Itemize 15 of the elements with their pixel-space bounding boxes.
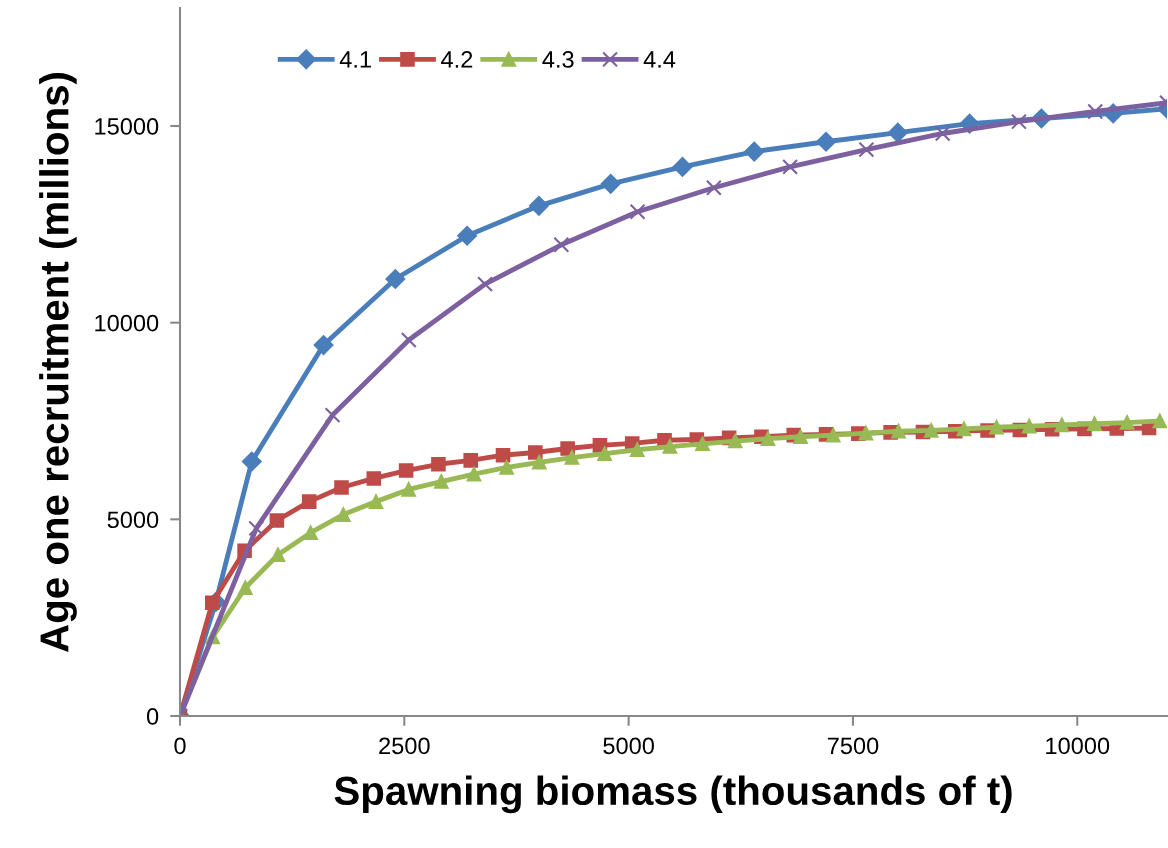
x-tick-label: 7500 bbox=[827, 737, 879, 755]
x-tick-label: 5000 bbox=[603, 737, 654, 755]
legend-label: 4.3 bbox=[542, 51, 574, 68]
y-tick-label: 0 bbox=[146, 708, 159, 725]
x-tick-label: 0 bbox=[174, 737, 186, 755]
x-axis-title: Spawning biomass (thousands of t) bbox=[334, 775, 1012, 814]
legend-label: 4.2 bbox=[441, 51, 473, 68]
y-tick-label: 5000 bbox=[107, 511, 159, 529]
y-tick-label: 15000 bbox=[95, 118, 159, 135]
x-tick-label: 10000 bbox=[1046, 737, 1110, 755]
y-axis-title: Age one recruitment (millions) bbox=[39, 73, 77, 652]
legend-label: 4.1 bbox=[339, 51, 371, 68]
legend-label: 4.4 bbox=[643, 51, 676, 68]
y-tick-label: 10000 bbox=[95, 314, 159, 332]
x-tick-label: 2500 bbox=[379, 737, 430, 755]
